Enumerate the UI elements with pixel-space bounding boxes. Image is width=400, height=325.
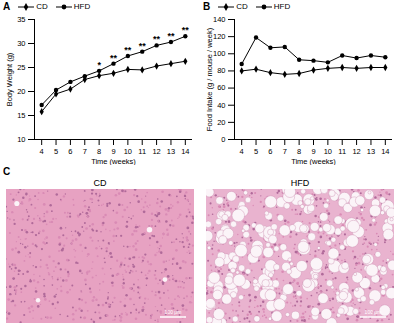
svg-text:Time (weeks): Time (weeks) [291, 157, 336, 166]
svg-text:10: 10 [17, 135, 25, 144]
svg-text:12: 12 [152, 147, 160, 156]
svg-text:5: 5 [254, 147, 258, 156]
svg-text:**: ** [110, 53, 118, 63]
svg-text:8: 8 [97, 147, 101, 156]
svg-text:35: 35 [17, 15, 25, 24]
svg-text:**: ** [153, 34, 161, 44]
svg-text:140: 140 [213, 15, 226, 24]
html-text:HFD: HFD [290, 178, 310, 188]
svg-text:*: * [97, 60, 101, 70]
svg-text:14: 14 [181, 147, 189, 156]
svg-text:5: 5 [54, 147, 58, 156]
html-text:HFD: HFD [73, 2, 91, 11]
svg-text:100: 100 [213, 49, 226, 58]
svg-text:0: 0 [221, 135, 225, 144]
svg-text:20: 20 [17, 87, 25, 96]
svg-text:30: 30 [17, 39, 25, 48]
svg-text:Food Intake (g / mouse / week): Food Intake (g / mouse / week) [205, 27, 214, 131]
svg-text:80: 80 [217, 66, 225, 75]
svg-text:6: 6 [268, 147, 272, 156]
svg-text:Time (weeks): Time (weeks) [91, 157, 136, 166]
svg-text:10: 10 [124, 147, 132, 156]
svg-text:**: ** [182, 25, 190, 35]
svg-text:9: 9 [111, 147, 115, 156]
svg-text:10: 10 [324, 147, 332, 156]
svg-text:100 μm: 100 μm [365, 309, 382, 315]
svg-text:**: ** [139, 41, 147, 51]
svg-text:25: 25 [17, 63, 25, 72]
svg-text:13: 13 [167, 147, 175, 156]
svg-text:9: 9 [311, 147, 315, 156]
svg-text:100 μm: 100 μm [165, 309, 182, 315]
svg-text:11: 11 [338, 147, 346, 156]
html-text:B: B [203, 1, 211, 12]
svg-text:4: 4 [40, 147, 44, 156]
svg-text:**: ** [167, 31, 175, 41]
svg-text:40: 40 [217, 101, 225, 110]
svg-text:8: 8 [297, 147, 301, 156]
html-text:CD: CD [93, 178, 107, 188]
html-text:HFD: HFD [273, 2, 291, 11]
html-text:C: C [3, 166, 11, 177]
svg-text:12: 12 [352, 147, 360, 156]
svg-text:Body Weight (g): Body Weight (g) [5, 52, 14, 106]
svg-text:13: 13 [367, 147, 375, 156]
svg-text:7: 7 [283, 147, 287, 156]
svg-text:7: 7 [83, 147, 87, 156]
svg-text:60: 60 [217, 83, 225, 92]
svg-text:**: ** [124, 45, 132, 55]
svg-text:120: 120 [213, 32, 226, 41]
svg-text:11: 11 [138, 147, 146, 156]
html-text:CD: CD [36, 2, 48, 11]
svg-text:14: 14 [381, 147, 389, 156]
svg-text:6: 6 [68, 147, 72, 156]
html-text:CD: CD [236, 2, 248, 11]
svg-text:20: 20 [217, 118, 225, 127]
html-text:A: A [3, 1, 11, 12]
svg-text:15: 15 [17, 111, 25, 120]
svg-text:4: 4 [240, 147, 244, 156]
